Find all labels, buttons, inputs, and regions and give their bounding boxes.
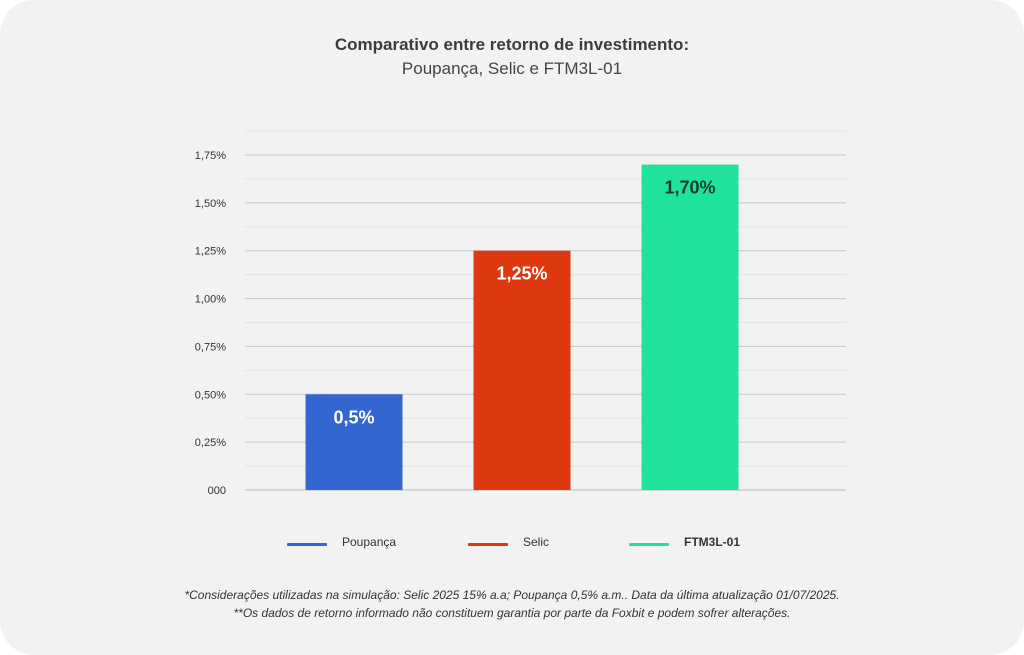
bar-value-label: 1,25% xyxy=(496,264,547,284)
legend-label-selic: Selic xyxy=(523,535,550,549)
bar-value-label: 0,5% xyxy=(333,407,374,427)
chart-subtitle: Poupança, Selic e FTM3L-01 xyxy=(401,59,623,78)
legend-swatch-ftm3l xyxy=(629,543,669,546)
bar-1 xyxy=(305,394,403,490)
legend-swatch-poupanca xyxy=(287,543,327,546)
chart-title: Comparativo entre retorno de investiment… xyxy=(334,35,690,54)
y-tick-label: 1,75% xyxy=(195,150,226,162)
y-tick-label: 0,75% xyxy=(195,341,226,353)
legend-label-poupanca: Poupança xyxy=(342,535,397,549)
bar-3 xyxy=(641,164,739,491)
bar-value-label: 1,70% xyxy=(664,178,715,198)
bar-chart: 000 0,25% 0,50% 0,75% 1,00% 1,25% 1,50% 1,75% 0,… xyxy=(195,130,846,497)
y-tick-label: 1,50% xyxy=(195,198,226,210)
y-tick-label: 0,25% xyxy=(195,437,226,449)
y-tick-label: 0,50% xyxy=(195,389,226,401)
y-tick-label: 1,25% xyxy=(195,246,226,258)
legend-label-ftm3l: FTM3L-01 xyxy=(684,535,741,549)
bar-2 xyxy=(473,250,571,490)
y-tick-label: 000 xyxy=(208,485,226,497)
legend-swatch-selic xyxy=(468,543,508,546)
y-tick-label: 1,00% xyxy=(195,294,226,306)
footnote-assumptions: *Considerações utilizadas na simulação: … xyxy=(184,588,840,602)
footnote-disclaimer: **Os dados de retorno informado não cons… xyxy=(233,606,791,620)
